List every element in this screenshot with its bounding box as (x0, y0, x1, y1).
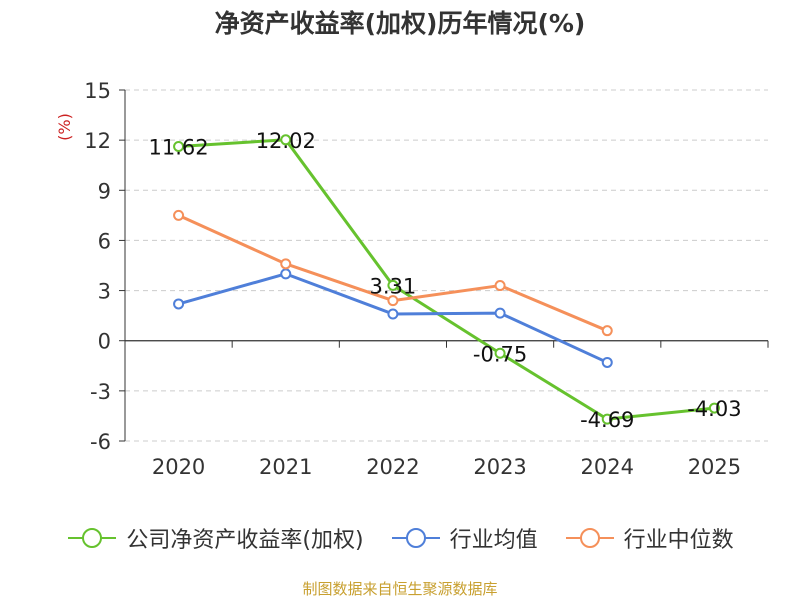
data-point (173, 140, 185, 152)
data-point (601, 356, 613, 368)
x-tick-label: 2024 (581, 455, 634, 479)
series-lines (177, 138, 715, 421)
data-point (494, 307, 506, 319)
legend-label: 行业均值 (449, 528, 538, 553)
data-point (173, 209, 185, 221)
legend-item: 行业均值 (390, 522, 538, 554)
legend-marker (391, 528, 440, 548)
y-tick-label: -6 (90, 430, 111, 454)
data-point (494, 347, 506, 359)
source-note: 制图数据来自恒生聚源数据库 (302, 580, 498, 598)
x-tick-label: 2025 (688, 455, 741, 479)
legend-marker (565, 528, 614, 548)
y-tick-label: 0 (98, 330, 111, 354)
y-tick-label: 9 (98, 179, 111, 203)
y-tick-label: -3 (90, 380, 111, 404)
data-point (280, 258, 292, 270)
data-label: 3.31 (370, 274, 417, 298)
series-line (178, 138, 715, 421)
data-point (280, 134, 292, 146)
legend-item: 行业中位数 (564, 522, 734, 554)
data-label: 11.62 (149, 135, 209, 159)
data-points (173, 134, 720, 425)
data-point (387, 308, 399, 320)
data-point (494, 280, 506, 292)
y-tick-label: 6 (98, 229, 111, 253)
data-point (387, 279, 399, 291)
data-point (280, 268, 292, 280)
data-label: -4.03 (687, 397, 741, 421)
legend-label: 公司净资产收益率(加权) (126, 528, 364, 553)
x-tick-label: 2022 (366, 455, 419, 479)
data-point (708, 402, 720, 414)
x-tick-label: 2021 (259, 455, 312, 479)
y-tick-label: 15 (84, 79, 111, 103)
data-point (173, 298, 185, 310)
legend: 公司净资产收益率(加权) 行业均值 行业中位数 (0, 518, 800, 558)
data-point (601, 325, 613, 337)
y-tick-label: 3 (98, 280, 111, 304)
y-tick-label: 12 (84, 129, 111, 153)
data-point (601, 413, 613, 425)
data-label: 12.02 (256, 129, 316, 153)
legend-label: 行业中位数 (623, 528, 734, 553)
legend-marker (68, 528, 117, 548)
x-tick-label: 2020 (152, 455, 205, 479)
data-labels: 11.62 12.02 3.31 -0.75 -4.69 -4.03 (149, 129, 742, 432)
grid-lines (125, 89, 768, 442)
chart-title: 净资产收益率(加权)历年情况(%) (214, 9, 586, 38)
legend-item: 公司净资产收益率(加权) (66, 522, 364, 554)
data-label: -4.69 (580, 408, 634, 432)
y-axis-label: (%) (55, 113, 74, 141)
data-label: -0.75 (473, 342, 527, 366)
axes: -6 -3 0 3 6 9 12 15 2020 2021 2022 2023 2024 2025 (%) (55, 79, 769, 479)
x-tick-label: 2023 (473, 455, 526, 479)
data-point (387, 295, 399, 307)
